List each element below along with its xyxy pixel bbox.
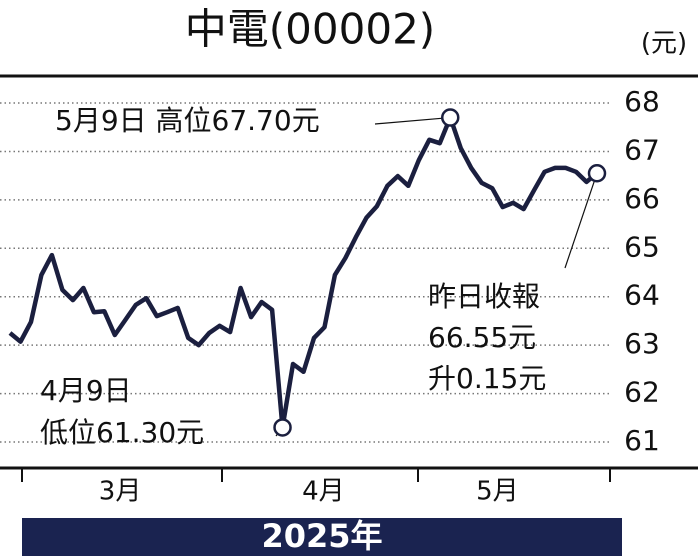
annotation: 66.55元 (428, 321, 536, 354)
year-band (22, 518, 622, 556)
chart-title: 中電(00002) (185, 5, 435, 54)
leader-line (374, 116, 451, 125)
y-tick-label: 66 (624, 182, 660, 215)
point-marker (441, 108, 460, 127)
y-tick-label: 61 (624, 424, 660, 457)
year-label: 2025年 (261, 517, 382, 555)
annotation: 5月9日 高位67.70元 (55, 104, 320, 137)
y-tick-label: 63 (624, 327, 660, 360)
x-tick-label: 3月 (99, 477, 142, 507)
point-marker (587, 163, 607, 183)
x-tick-label: 5月 (476, 477, 519, 507)
annotation: 升0.15元 (428, 362, 546, 395)
annotation: 昨日收報 (428, 280, 540, 313)
y-tick-label: 62 (624, 376, 660, 409)
y-tick-label: 64 (624, 279, 660, 312)
point-marker (273, 418, 292, 437)
annotation: 低位61.30元 (40, 416, 204, 449)
y-tick-label: 68 (624, 85, 660, 118)
leader-line (564, 173, 598, 269)
annotation: 4月9日 (40, 374, 132, 407)
y-tick-label: 65 (624, 230, 660, 263)
x-tick-label: 4月 (302, 477, 345, 507)
price-line (8, 115, 599, 430)
unit-label: (元) (641, 29, 687, 59)
y-tick-label: 67 (624, 133, 660, 166)
